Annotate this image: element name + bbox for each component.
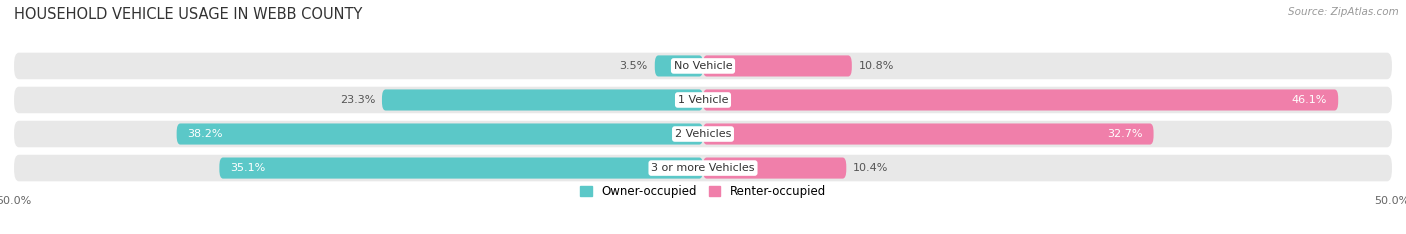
FancyBboxPatch shape — [14, 121, 1392, 147]
FancyBboxPatch shape — [14, 53, 1392, 79]
FancyBboxPatch shape — [703, 55, 852, 77]
Text: 1 Vehicle: 1 Vehicle — [678, 95, 728, 105]
Text: 3.5%: 3.5% — [620, 61, 648, 71]
Text: 35.1%: 35.1% — [231, 163, 266, 173]
FancyBboxPatch shape — [177, 124, 703, 145]
FancyBboxPatch shape — [219, 157, 703, 179]
Text: Source: ZipAtlas.com: Source: ZipAtlas.com — [1288, 7, 1399, 17]
FancyBboxPatch shape — [382, 89, 703, 110]
Text: No Vehicle: No Vehicle — [673, 61, 733, 71]
Text: 32.7%: 32.7% — [1107, 129, 1143, 139]
Text: 10.4%: 10.4% — [853, 163, 889, 173]
Text: 46.1%: 46.1% — [1292, 95, 1327, 105]
FancyBboxPatch shape — [703, 157, 846, 179]
Text: 2 Vehicles: 2 Vehicles — [675, 129, 731, 139]
Text: 3 or more Vehicles: 3 or more Vehicles — [651, 163, 755, 173]
FancyBboxPatch shape — [14, 87, 1392, 113]
Legend: Owner-occupied, Renter-occupied: Owner-occupied, Renter-occupied — [579, 185, 827, 198]
Text: HOUSEHOLD VEHICLE USAGE IN WEBB COUNTY: HOUSEHOLD VEHICLE USAGE IN WEBB COUNTY — [14, 7, 363, 22]
Text: 23.3%: 23.3% — [340, 95, 375, 105]
FancyBboxPatch shape — [14, 155, 1392, 181]
FancyBboxPatch shape — [703, 124, 1153, 145]
FancyBboxPatch shape — [703, 89, 1339, 110]
FancyBboxPatch shape — [655, 55, 703, 77]
Text: 38.2%: 38.2% — [187, 129, 224, 139]
Text: 10.8%: 10.8% — [859, 61, 894, 71]
